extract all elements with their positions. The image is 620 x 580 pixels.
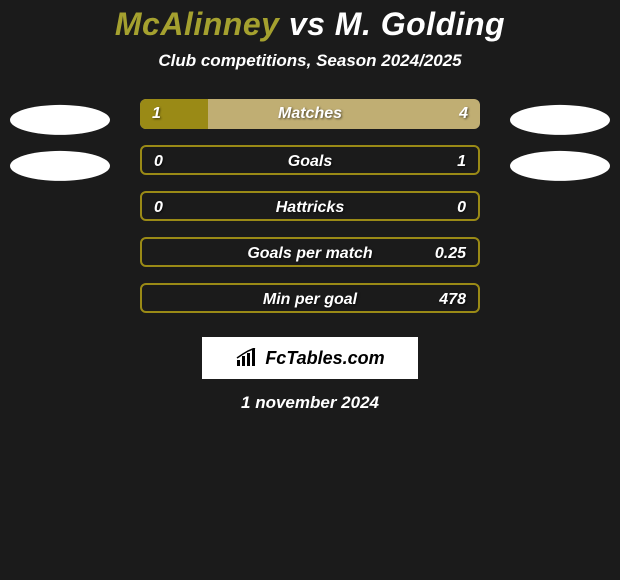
player2-name: M. Golding [335,6,505,42]
stat-right-value: 0 [457,193,466,221]
stat-bar: Goals per match0.25 [140,237,480,267]
stat-row: 0Goals1 [0,145,620,191]
team-badge-left [10,151,110,181]
stat-label: Hattricks [142,193,478,221]
team-badge-right [510,151,610,181]
stat-row: 1Matches4 [0,99,620,145]
stat-right-value: 478 [439,285,466,313]
player1-name: McAlinney [115,6,280,42]
stat-row: Goals per match0.25 [0,237,620,283]
stat-right-value: 0.25 [435,239,466,267]
stat-label: Goals per match [142,239,478,267]
stat-row: Min per goal478 [0,283,620,329]
stat-bar: 1Matches4 [140,99,480,129]
subtitle: Club competitions, Season 2024/2025 [0,51,620,71]
stat-rows: 1Matches40Goals10Hattricks0Goals per mat… [0,99,620,329]
vs-text: vs [289,6,326,42]
stat-bar: 0Goals1 [140,145,480,175]
logo-text: FcTables.com [265,348,384,369]
stat-bar: 0Hattricks0 [140,191,480,221]
logo-box: FcTables.com [202,337,418,379]
comparison-infographic: McAlinney vs M. Golding Club competition… [0,0,620,413]
team-badge-left [10,105,110,135]
stat-label: Matches [140,99,480,129]
stat-bar: Min per goal478 [140,283,480,313]
page-title: McAlinney vs M. Golding [0,6,620,43]
team-badge-right [510,105,610,135]
stat-label: Goals [142,147,478,175]
date-text: 1 november 2024 [0,393,620,413]
stat-row: 0Hattricks0 [0,191,620,237]
stat-right-value: 1 [457,147,466,175]
bar-chart-icon [235,348,259,368]
stat-label: Min per goal [142,285,478,313]
stat-right-value: 4 [459,99,468,129]
